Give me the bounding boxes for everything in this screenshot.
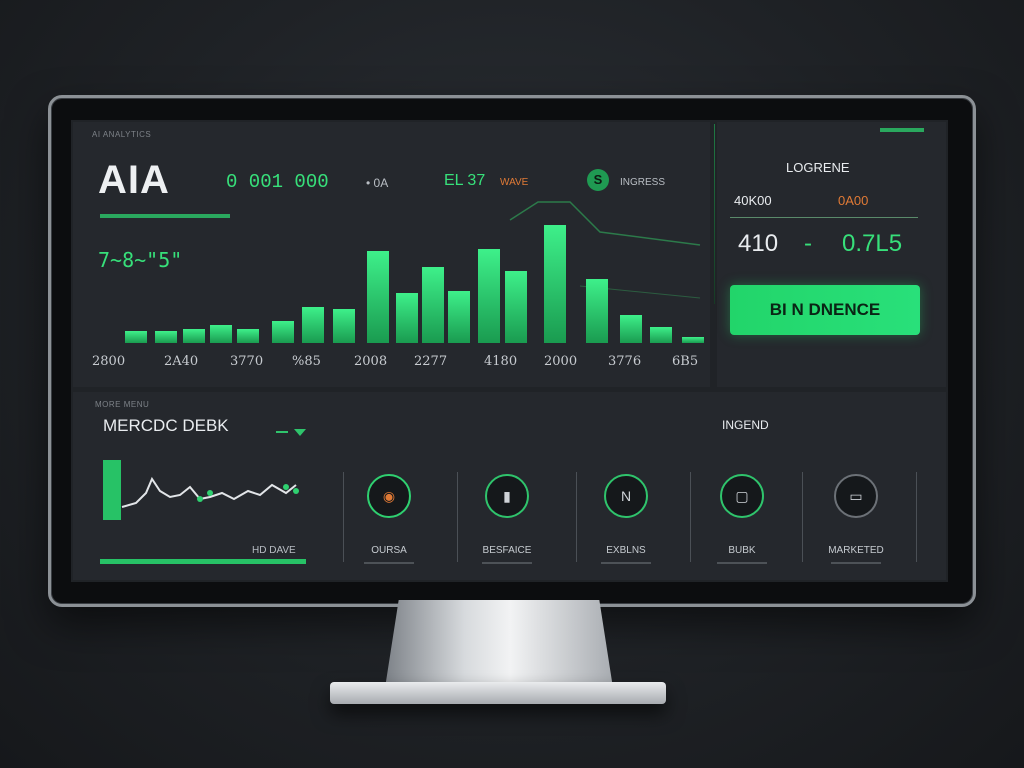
stat-two: EL 37 [444,172,486,189]
top-bar-chart [125,201,704,343]
trend-line [509,201,701,246]
chart-tick-label: 4180 [484,354,518,369]
header-caption: AI ANALYTICS [92,130,152,139]
bottom-right-label: INGEND [722,418,769,432]
right-panel-title: LOGRENE [786,160,850,175]
chart-bar [422,267,444,343]
chart-bar [155,331,177,343]
chart-tick-label: 2800 [92,354,126,369]
chart-bar [505,271,527,343]
chart-tick-label: 6B5 [672,354,699,369]
chart-tick-label: 3770 [230,354,264,369]
chart-bar [620,315,642,343]
badge-label: INGRESS [620,177,666,188]
chart-tick-label: %85 [292,354,321,369]
tile-underline [831,562,881,564]
right-value-sep: - [804,230,812,257]
chart-bar [544,225,566,343]
chart-bar [333,309,355,343]
mini-chart-label: HD DAVE [252,545,296,556]
chart-bar [448,291,470,343]
bar-icon[interactable]: ▮ [485,474,529,518]
tile-label: BUBK [728,545,756,556]
main-counter: 0 001 000 [226,171,329,193]
chart-bar [210,325,232,343]
mini-chart-baseline [100,559,306,564]
tile-separator [576,472,577,562]
chart-bar [650,327,672,343]
tile-separator [802,472,803,562]
chart-bar [183,329,205,343]
tile-underline [364,562,414,564]
header-underline [100,214,230,218]
monitor-stand-base [330,682,666,704]
chart-bar [367,251,389,343]
chart-bar [272,321,294,343]
stat-three: WAVE [500,177,529,188]
tile-separator [916,472,917,562]
bottom-caption: MORE MENU [95,400,150,409]
letter-icon[interactable]: N [604,474,648,518]
bottom-title: MERCDC DEBK [103,416,229,435]
tile-separator [457,472,458,562]
right-value-left: 410 [738,230,779,257]
tile-label: BESFAICE [482,545,532,556]
chart-tick-label: 2008 [354,354,388,369]
brand-title: AIA [98,158,170,202]
panel-divider [714,124,715,304]
chart-bar [125,331,147,343]
chart-tick-label: 3776 [608,354,642,369]
chart-bar [682,337,704,343]
chart-bar [396,293,418,343]
circle-icon[interactable]: ◉ [367,474,411,518]
chart-tick-label: 2A40 [164,354,199,369]
top-right-indicator [880,128,924,132]
status-badge-icon[interactable]: S [587,169,609,191]
mini-chart-bar [103,460,121,520]
chart-bar [302,307,324,343]
chart-bar [237,329,259,343]
right-left-label: 40K00 [734,193,772,208]
tile-label: EXBLNS [606,545,646,556]
stat-one: • 0A [366,176,389,190]
right-right-label: 0A00 [838,193,869,208]
tile-label: OURSA [371,545,407,556]
chart-bar [478,249,500,343]
tile-separator [343,472,344,562]
right-summary-panel [717,122,946,387]
chart-tick-label: 2277 [414,354,448,369]
tile-underline [717,562,767,564]
mini-line-chart [100,460,306,564]
chart-tick-label: 2000 [544,354,578,369]
delta-readout: 7~8~"5" [98,248,183,272]
right-value-right: 0.7L5 [842,230,903,257]
right-divider [730,217,918,218]
chart-bar [586,279,608,343]
square-icon[interactable]: ▢ [720,474,764,518]
chevron-down-icon[interactable] [276,424,308,436]
tile-underline [601,562,651,564]
tile-label: MARKETED [828,545,884,556]
tile-underline [482,562,532,564]
card-icon[interactable]: ▭ [834,474,878,518]
tile-separator [690,472,691,562]
monitor-stand-neck [385,600,613,688]
primary-action-button[interactable]: BI N DNENCE [730,285,920,335]
